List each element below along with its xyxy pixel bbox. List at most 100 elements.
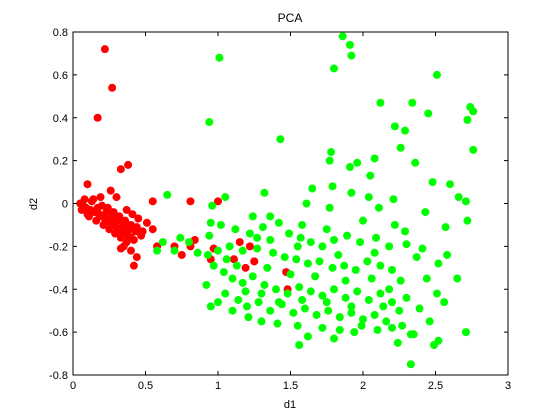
data-point	[170, 246, 179, 255]
x-axis-label: d1	[284, 399, 296, 411]
data-point	[395, 306, 404, 315]
data-point	[311, 272, 320, 281]
data-point	[257, 317, 266, 326]
data-point	[340, 261, 349, 270]
data-point	[421, 208, 430, 217]
data-point	[116, 244, 125, 253]
data-point	[376, 98, 385, 107]
plot-area	[72, 31, 509, 376]
data-point	[185, 238, 193, 247]
data-point	[389, 195, 398, 204]
data-point	[335, 325, 344, 334]
data-point	[274, 298, 283, 307]
y-tick-label: 0.2	[53, 156, 68, 168]
data-point	[469, 145, 478, 154]
data-point	[216, 220, 225, 229]
data-point	[129, 235, 138, 244]
data-point	[385, 242, 394, 251]
data-point	[469, 107, 478, 116]
data-point	[293, 321, 302, 330]
data-point	[463, 216, 472, 225]
data-point	[295, 283, 304, 292]
data-point	[83, 210, 92, 219]
data-point	[353, 287, 362, 296]
data-point	[327, 148, 336, 157]
data-point	[205, 231, 214, 240]
data-point	[432, 70, 441, 79]
data-point	[328, 182, 337, 191]
data-point	[105, 225, 114, 234]
data-point	[322, 298, 331, 307]
data-point	[292, 255, 301, 264]
data-point	[343, 231, 352, 240]
data-point	[280, 253, 289, 262]
data-point	[461, 328, 470, 337]
data-point	[221, 289, 230, 298]
y-tick-label: -0.6	[49, 327, 68, 339]
data-point	[274, 218, 283, 227]
data-point	[409, 330, 418, 339]
data-point	[234, 295, 243, 304]
y-tick-label: 0	[62, 199, 68, 211]
data-point	[116, 233, 125, 242]
data-point	[415, 304, 424, 313]
data-point	[367, 274, 376, 283]
data-point	[293, 242, 302, 251]
data-point	[263, 263, 272, 272]
data-point	[454, 193, 463, 202]
data-point	[214, 298, 222, 307]
data-point	[406, 360, 415, 369]
chart-title: PCA	[278, 11, 303, 25]
data-point	[266, 306, 275, 315]
data-point	[402, 293, 411, 302]
data-point	[112, 193, 121, 202]
y-axis-label: d2	[28, 198, 40, 210]
x-tick-label: 1.5	[283, 380, 298, 392]
data-point	[228, 274, 237, 283]
data-point	[241, 287, 250, 296]
data-point	[401, 227, 410, 236]
data-point	[376, 289, 385, 298]
data-point	[77, 205, 86, 214]
data-point	[202, 280, 211, 289]
data-point	[254, 298, 263, 307]
data-point	[312, 310, 321, 319]
data-point	[335, 313, 344, 322]
data-point	[258, 223, 267, 232]
data-point	[382, 317, 391, 326]
data-point	[121, 216, 130, 225]
x-tick-label: 2	[360, 380, 366, 392]
data-point	[345, 40, 354, 49]
data-point	[132, 223, 141, 232]
data-point	[446, 180, 454, 189]
data-point	[390, 122, 399, 131]
data-point	[176, 233, 185, 242]
data-point	[324, 306, 333, 315]
data-point	[248, 272, 257, 281]
y-tick-label: -0.2	[49, 241, 68, 253]
data-point	[373, 325, 382, 334]
data-point	[276, 135, 285, 144]
data-point	[376, 261, 385, 270]
data-point	[158, 238, 167, 247]
data-point	[370, 248, 379, 257]
data-point	[364, 193, 373, 202]
data-point	[115, 212, 124, 221]
data-point	[318, 242, 327, 251]
data-point	[364, 295, 373, 304]
y-tick-label: 0.8	[53, 27, 68, 39]
data-point	[92, 216, 101, 225]
data-point	[463, 115, 472, 124]
data-point	[206, 218, 215, 227]
data-point	[235, 238, 244, 247]
data-point	[273, 319, 282, 328]
data-point	[401, 126, 410, 135]
data-point	[328, 263, 337, 272]
data-point	[238, 278, 247, 287]
data-point	[289, 308, 298, 317]
x-tick-label: 2.5	[428, 380, 443, 392]
data-point	[388, 265, 396, 274]
data-point	[443, 250, 452, 259]
data-point	[83, 180, 92, 189]
data-point	[370, 310, 379, 319]
